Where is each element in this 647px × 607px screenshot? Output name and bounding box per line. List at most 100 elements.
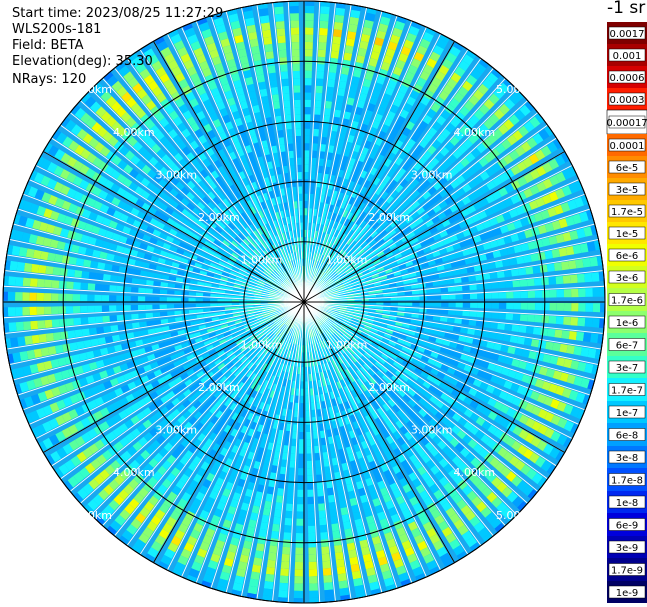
- range-gate: [371, 243, 379, 250]
- range-gate: [500, 466, 511, 478]
- range-gate: [358, 153, 366, 163]
- range-gate: [379, 487, 389, 497]
- range-gate: [326, 226, 332, 235]
- range-gate: [311, 223, 315, 231]
- range-gate: [313, 237, 317, 246]
- range-gate: [363, 325, 372, 331]
- range-gate: [394, 225, 402, 233]
- range-gate: [517, 231, 527, 241]
- range-gate: [383, 333, 392, 339]
- range-gate: [455, 200, 465, 209]
- range-gate: [386, 215, 394, 224]
- range-gate: [534, 278, 542, 286]
- range-gate: [351, 570, 362, 580]
- range-gate: [497, 201, 507, 211]
- range-gate: [280, 561, 290, 569]
- range-gate: [311, 252, 314, 260]
- range-gate: [340, 125, 348, 134]
- range-gate: [425, 219, 434, 228]
- range-gate: [336, 329, 344, 336]
- range-gate: [494, 522, 505, 533]
- range-gate: [375, 137, 384, 147]
- range-gate: [506, 407, 516, 418]
- range-gate: [217, 299, 225, 302]
- range-gate: [315, 253, 319, 261]
- range-gate: [373, 281, 382, 286]
- range-gate: [365, 338, 373, 345]
- range-gate: [432, 316, 441, 321]
- range-gate: [459, 240, 468, 248]
- range-gate: [447, 317, 455, 323]
- range-gate: [304, 229, 307, 237]
- range-gate: [482, 242, 492, 251]
- range-gate: [306, 446, 312, 454]
- range-gate: [587, 348, 597, 359]
- range-gate: [487, 262, 497, 270]
- range-gate: [440, 364, 449, 372]
- range-gate: [341, 371, 347, 379]
- range-gate: [345, 446, 353, 455]
- range-gate: [345, 340, 353, 348]
- range-gate: [511, 475, 523, 487]
- range-gate: [307, 482, 314, 490]
- range-gate: [74, 270, 83, 278]
- range-gate: [58, 280, 67, 289]
- range-gate: [337, 372, 343, 381]
- range-gate: [542, 178, 553, 189]
- range-gate: [346, 309, 354, 312]
- range-gate: [103, 325, 112, 333]
- range-gate: [247, 585, 258, 595]
- range-gate: [490, 322, 498, 329]
- range-gate: [450, 261, 459, 268]
- range-gate: [591, 318, 600, 328]
- range-gate: [354, 183, 361, 192]
- range-gate: [380, 242, 388, 250]
- range-gate: [436, 115, 447, 126]
- range-gate: [87, 283, 96, 291]
- range-gate: [471, 496, 483, 507]
- range-gate: [381, 337, 390, 344]
- range-gate: [362, 232, 370, 240]
- range-gate: [390, 190, 399, 199]
- range-gate: [296, 504, 304, 512]
- range-gate: [357, 487, 366, 497]
- range-gate: [321, 255, 327, 263]
- range-gate: [174, 290, 182, 296]
- range-gate: [491, 442, 503, 454]
- range-gate: [320, 282, 327, 289]
- range-gate: [562, 168, 573, 180]
- range-gate: [566, 374, 576, 385]
- range-gate: [367, 103, 376, 112]
- range-gate: [352, 381, 359, 389]
- range-gate: [152, 304, 160, 310]
- range-gate: [429, 566, 440, 575]
- range-gate: [289, 467, 295, 476]
- range-gate: [329, 284, 336, 289]
- range-gate: [387, 399, 396, 408]
- range-gate: [58, 293, 66, 301]
- range-gate: [345, 313, 353, 317]
- range-gate: [405, 354, 414, 362]
- range-gate: [395, 91, 406, 101]
- range-gate: [471, 476, 483, 487]
- range-gate: [419, 296, 427, 300]
- range-gate: [480, 506, 492, 518]
- range-gate: [44, 306, 52, 315]
- range-gate: [338, 347, 345, 354]
- range-gate: [370, 270, 378, 275]
- range-gate: [312, 366, 315, 374]
- range-gate: [337, 364, 344, 373]
- range-gate: [308, 554, 317, 562]
- range-gate: [548, 235, 558, 245]
- range-gate: [325, 258, 331, 266]
- range-gate: [363, 363, 371, 371]
- range-gate: [438, 272, 447, 279]
- range-gate: [454, 66, 466, 77]
- range-gate: [317, 231, 322, 239]
- range-gate: [345, 535, 355, 544]
- range-gate: [501, 139, 512, 150]
- range-gate: [329, 261, 336, 268]
- range-gate: [109, 285, 117, 292]
- range-gate: [328, 406, 334, 415]
- range-gate: [445, 52, 457, 63]
